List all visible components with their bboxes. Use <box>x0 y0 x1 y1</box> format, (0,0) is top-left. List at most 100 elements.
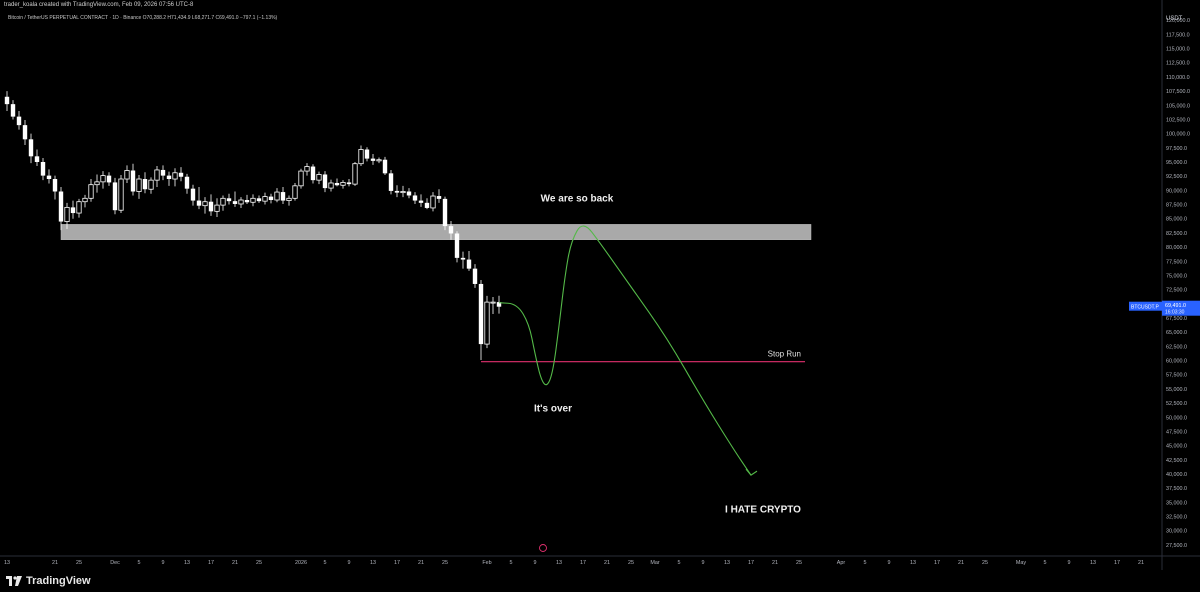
candle-body <box>131 171 135 192</box>
tradingview-wordmark: TradingView <box>26 575 91 587</box>
x-tick-label: 17 <box>580 560 586 566</box>
candle-body <box>41 162 45 176</box>
candle-body <box>59 191 63 221</box>
y-tick-label: 47,500.0 <box>1166 429 1187 435</box>
candle-body <box>431 196 435 208</box>
x-tick-label: 5 <box>138 560 141 566</box>
x-tick-label: Dec <box>110 560 120 566</box>
y-tick-label: 30,000.0 <box>1166 529 1187 535</box>
candle-body <box>107 176 111 183</box>
x-tick-label: 5 <box>510 560 513 566</box>
price-axis-background <box>1162 0 1200 570</box>
x-tick-label: 17 <box>1114 560 1120 566</box>
candle-body <box>143 179 147 189</box>
candle-body <box>401 191 405 192</box>
candle-body <box>65 207 69 221</box>
y-tick-label: 77,500.0 <box>1166 259 1187 265</box>
y-tick-label: 97,500.0 <box>1166 146 1187 152</box>
x-tick-label: 9 <box>702 560 705 566</box>
candle-body <box>371 159 375 161</box>
candle-body <box>449 226 453 233</box>
candle-body <box>293 186 297 198</box>
x-tick-label: 5 <box>678 560 681 566</box>
candle-body <box>161 170 165 176</box>
y-tick-label: 80,000.0 <box>1166 245 1187 251</box>
candle-body <box>23 125 27 139</box>
candle-body <box>491 302 495 303</box>
candle-body <box>413 195 417 200</box>
x-tick-label: 25 <box>796 560 802 566</box>
candle-body <box>89 185 93 199</box>
x-tick-label: 5 <box>1044 560 1047 566</box>
footer-bar: TradingView <box>0 570 1200 592</box>
annotation-label: We are so back <box>541 194 614 205</box>
candle-body <box>185 177 189 189</box>
candle-body <box>305 167 309 172</box>
y-tick-label: 107,500.0 <box>1166 89 1190 95</box>
candle-body <box>251 198 255 202</box>
x-tick-label: 25 <box>442 560 448 566</box>
y-tick-label: 90,000.0 <box>1166 188 1187 194</box>
candle-body <box>395 191 399 193</box>
y-tick-label: 82,500.0 <box>1166 231 1187 237</box>
x-tick-label: 5 <box>324 560 327 566</box>
y-tick-label: 110,000.0 <box>1166 75 1190 81</box>
candle-body <box>245 200 249 202</box>
annotation-label: It's over <box>534 404 572 415</box>
candle-body <box>119 179 123 210</box>
y-tick-label: 67,500.0 <box>1166 316 1187 322</box>
y-tick-label: 37,500.0 <box>1166 486 1187 492</box>
candle-body <box>281 192 285 201</box>
x-tick-label: 13 <box>1090 560 1096 566</box>
candle-body <box>197 201 201 206</box>
x-tick-label: 2026 <box>295 560 307 566</box>
candle-body <box>299 171 303 186</box>
candle-body <box>389 173 393 191</box>
candle-body <box>353 164 357 184</box>
candle-body <box>149 180 153 189</box>
candle-body <box>329 183 333 188</box>
candle-body <box>11 104 15 116</box>
symbol-ohlc-legend[interactable]: Bitcoin / TetherUS PERPETUAL CONTRACT · … <box>8 15 277 21</box>
candle-body <box>239 200 243 204</box>
candle-body <box>47 176 51 179</box>
candle-body <box>377 160 381 161</box>
x-tick-label: 21 <box>772 560 778 566</box>
candle-body <box>179 173 183 177</box>
x-tick-label: 13 <box>4 560 10 566</box>
last-price-countdown: 16:03:30 <box>1165 310 1185 316</box>
x-tick-label: 13 <box>556 560 562 566</box>
y-tick-label: 50,000.0 <box>1166 415 1187 421</box>
tradingview-logo[interactable]: TradingView <box>6 575 91 587</box>
candle-body <box>53 179 57 191</box>
candle-body <box>359 150 363 164</box>
y-tick-label: 45,000.0 <box>1166 444 1187 450</box>
candle-body <box>77 202 81 213</box>
candle-body <box>437 196 441 199</box>
x-tick-label: 17 <box>748 560 754 566</box>
candle-body <box>347 182 351 184</box>
y-tick-label: 115,000.0 <box>1166 47 1190 53</box>
candle-body <box>83 198 87 201</box>
x-tick-label: 25 <box>982 560 988 566</box>
y-tick-label: 100,000.0 <box>1166 132 1190 138</box>
candle-body <box>5 97 9 104</box>
x-tick-label: 5 <box>864 560 867 566</box>
last-price-value: 69,491.0 <box>1165 303 1186 309</box>
candle-body <box>473 269 477 284</box>
candle-body <box>173 173 177 179</box>
candle-body <box>101 176 105 182</box>
candle-body <box>137 179 141 191</box>
x-tick-label: 25 <box>76 560 82 566</box>
y-tick-label: 112,500.0 <box>1166 61 1190 67</box>
x-tick-label: 9 <box>534 560 537 566</box>
x-tick-label: 21 <box>232 560 238 566</box>
candle-body <box>71 207 75 213</box>
candle-body <box>341 182 345 185</box>
candle-body <box>287 198 291 200</box>
y-tick-label: 35,000.0 <box>1166 500 1187 506</box>
y-tick-label: 60,000.0 <box>1166 359 1187 365</box>
x-tick-label: 9 <box>888 560 891 566</box>
x-tick-label: 21 <box>958 560 964 566</box>
